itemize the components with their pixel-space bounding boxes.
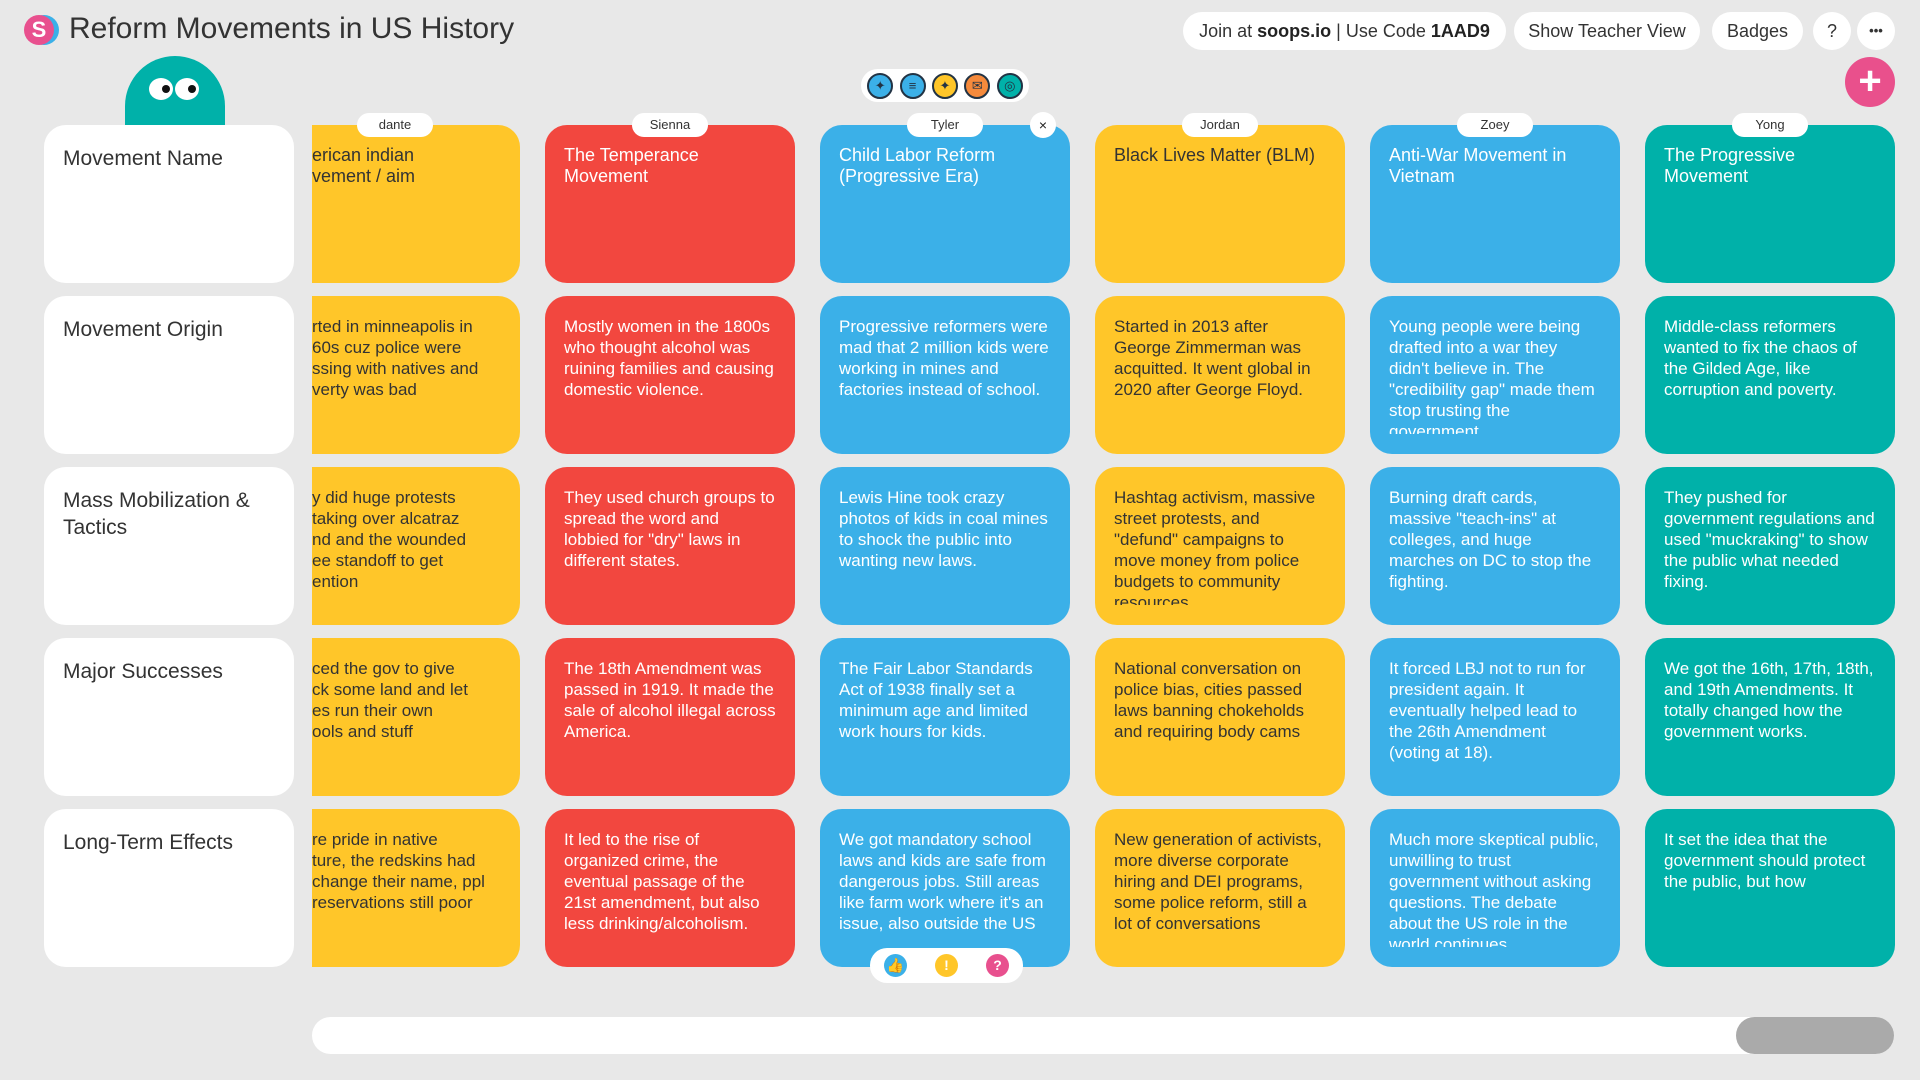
- student-name-tag: Tyler: [907, 113, 983, 137]
- card-text: Child Labor Reform (Progressive Era): [839, 145, 996, 186]
- card-text: They pushed for government regulations a…: [1664, 488, 1875, 591]
- card-text: rted in minneapolis in 60s cuz police we…: [312, 317, 479, 399]
- reaction-bar: 👍!?: [870, 948, 1023, 983]
- card-text: It set the idea that the government shou…: [1664, 830, 1866, 891]
- card-text: re pride in native ture, the redskins ha…: [312, 830, 485, 912]
- response-card[interactable]: Burning draft cards, massive "teach-ins"…: [1370, 467, 1620, 625]
- response-card[interactable]: It set the idea that the government shou…: [1645, 809, 1895, 967]
- response-card[interactable]: ced the gov to give ck some land and let…: [312, 638, 520, 796]
- thumbs-up-icon[interactable]: 👍: [884, 954, 907, 977]
- student-name-tag: Zoey: [1457, 113, 1533, 137]
- close-icon[interactable]: ×: [1030, 112, 1056, 138]
- card-text: They used church groups to spread the wo…: [564, 488, 775, 570]
- response-card[interactable]: Child Labor Reform (Progressive Era): [820, 125, 1070, 283]
- card-text: Hashtag activism, massive street protest…: [1114, 488, 1316, 605]
- row-label: Mass Mobilization & Tactics: [44, 467, 294, 625]
- card-text: y did huge protests taking over alcatraz…: [312, 488, 467, 591]
- card-text: We got the 16th, 17th, 18th, and 19th Am…: [1664, 659, 1874, 741]
- response-card[interactable]: They used church groups to spread the wo…: [545, 467, 795, 625]
- card-text: Mostly women in the 1800s who thought al…: [564, 317, 774, 399]
- response-card[interactable]: The Progressive Movement: [1645, 125, 1895, 283]
- response-card[interactable]: It forced LBJ not to run for president a…: [1370, 638, 1620, 796]
- badges-button[interactable]: Badges: [1712, 12, 1803, 50]
- document-icon[interactable]: ≡: [899, 72, 926, 99]
- card-text: ced the gov to give ck some land and let…: [312, 659, 468, 741]
- response-card[interactable]: Hashtag activism, massive street protest…: [1095, 467, 1345, 625]
- card-text: We got mandatory school laws and kids ar…: [839, 830, 1046, 933]
- join-site: soops.io: [1257, 21, 1332, 41]
- more-options-button[interactable]: •••: [1857, 12, 1895, 50]
- response-card[interactable]: The Fair Labor Standards Act of 1938 fin…: [820, 638, 1070, 796]
- page-title: Reform Movements in US History: [69, 12, 515, 45]
- soops-logo: S: [24, 15, 59, 47]
- response-card[interactable]: We got mandatory school laws and kids ar…: [820, 809, 1070, 967]
- response-card[interactable]: y did huge protests taking over alcatraz…: [312, 467, 520, 625]
- card-text: The Temperance Movement: [564, 145, 699, 186]
- activity-toolbar: ✦ ≡ ✦ ✉ ◎: [861, 69, 1029, 102]
- card-text: The Fair Labor Standards Act of 1938 fin…: [839, 659, 1033, 741]
- help-button[interactable]: ?: [1813, 12, 1851, 50]
- card-text: The Progressive Movement: [1664, 145, 1796, 186]
- card-text: Burning draft cards, massive "teach-ins"…: [1389, 488, 1592, 591]
- horizontal-scrollbar[interactable]: [312, 1017, 1894, 1054]
- card-text: Started in 2013 after George Zimmerman w…: [1114, 317, 1311, 399]
- response-card[interactable]: Mostly women in the 1800s who thought al…: [545, 296, 795, 454]
- card-text: Black Lives Matter (BLM): [1114, 145, 1316, 165]
- card-text: Much more skeptical public, unwilling to…: [1389, 830, 1599, 947]
- student-name-tag: Jordan: [1182, 113, 1258, 137]
- response-card[interactable]: Young people were being drafted into a w…: [1370, 296, 1620, 454]
- card-text: erican indian vement / aim: [312, 145, 416, 186]
- student-name-tag: Sienna: [632, 113, 708, 137]
- show-teacher-view-button[interactable]: Show Teacher View: [1514, 12, 1700, 50]
- response-card[interactable]: Black Lives Matter (BLM): [1095, 125, 1345, 283]
- row-label: Major Successes: [44, 638, 294, 796]
- idea-icon[interactable]: ✦: [931, 72, 958, 99]
- certificate-icon[interactable]: ✉: [964, 72, 991, 99]
- row-label: Movement Origin: [44, 296, 294, 454]
- response-card[interactable]: New generation of activists, more divers…: [1095, 809, 1345, 967]
- join-mid: | Use Code: [1331, 21, 1431, 41]
- card-text: Progressive reformers were mad that 2 mi…: [839, 317, 1049, 399]
- response-card[interactable]: The Temperance Movement: [545, 125, 795, 283]
- response-card[interactable]: It led to the rise of organized crime, t…: [545, 809, 795, 967]
- card-text: National conversation on police bias, ci…: [1114, 659, 1304, 741]
- question-icon[interactable]: ?: [986, 954, 1009, 977]
- response-card[interactable]: Progressive reformers were mad that 2 mi…: [820, 296, 1070, 454]
- join-code-button[interactable]: Join at soops.io | Use Code 1AAD9: [1183, 12, 1506, 50]
- card-text: It led to the rise of organized crime, t…: [564, 830, 760, 933]
- response-card[interactable]: The 18th Amendment was passed in 1919. I…: [545, 638, 795, 796]
- row-label: Movement Name: [44, 125, 294, 283]
- card-text: Young people were being drafted into a w…: [1389, 317, 1595, 434]
- card-text: It forced LBJ not to run for president a…: [1389, 659, 1586, 762]
- card-text: The 18th Amendment was passed in 1919. I…: [564, 659, 776, 741]
- response-card[interactable]: Anti-War Movement in Vietnam: [1370, 125, 1620, 283]
- response-card[interactable]: re pride in native ture, the redskins ha…: [312, 809, 520, 967]
- card-text: New generation of activists, more divers…: [1114, 830, 1322, 933]
- join-code: 1AAD9: [1430, 21, 1490, 41]
- response-card[interactable]: rted in minneapolis in 60s cuz police we…: [312, 296, 520, 454]
- lightbulb-icon[interactable]: !: [935, 954, 958, 977]
- response-card[interactable]: Lewis Hine took crazy photos of kids in …: [820, 467, 1070, 625]
- row-label: Long-Term Effects: [44, 809, 294, 967]
- response-card[interactable]: They pushed for government regulations a…: [1645, 467, 1895, 625]
- card-text: Anti-War Movement in Vietnam: [1389, 145, 1567, 186]
- lightbulb-icon[interactable]: ✦: [867, 72, 894, 99]
- board: erican indian vement / aim rted in minnea…: [312, 100, 1912, 980]
- response-card[interactable]: erican indian vement / aim: [312, 125, 520, 283]
- response-card[interactable]: Middle-class reformers wanted to fix the…: [1645, 296, 1895, 454]
- add-button[interactable]: +: [1845, 57, 1895, 107]
- card-text: Middle-class reformers wanted to fix the…: [1664, 317, 1857, 399]
- student-name-tag: Yong: [1732, 113, 1808, 137]
- response-card[interactable]: We got the 16th, 17th, 18th, and 19th Am…: [1645, 638, 1895, 796]
- response-card[interactable]: Started in 2013 after George Zimmerman w…: [1095, 296, 1345, 454]
- scrollbar-thumb[interactable]: [1736, 1017, 1894, 1054]
- join-prefix: Join at: [1199, 21, 1258, 41]
- card-text: Lewis Hine took crazy photos of kids in …: [839, 488, 1048, 570]
- response-card[interactable]: National conversation on police bias, ci…: [1095, 638, 1345, 796]
- target-icon[interactable]: ◎: [996, 72, 1023, 99]
- student-name-tag: dante: [357, 113, 433, 137]
- response-card[interactable]: Much more skeptical public, unwilling to…: [1370, 809, 1620, 967]
